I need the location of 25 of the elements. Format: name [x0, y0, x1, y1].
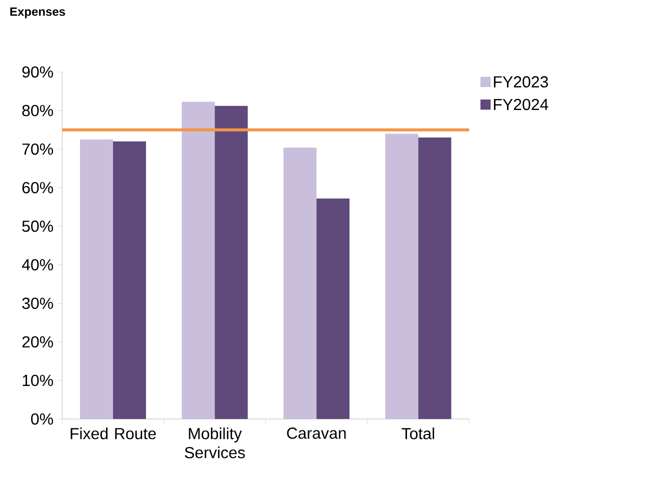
y-tick-label: 50%	[22, 220, 54, 232]
bar	[80, 139, 113, 419]
bar	[418, 138, 452, 419]
y-tick-label: 90%	[22, 66, 54, 78]
y-tick-label: 0%	[31, 413, 54, 425]
bar	[385, 134, 418, 419]
legend-label: FY2023	[494, 76, 548, 88]
x-tick-label: Caravan	[287, 428, 346, 439]
y-tick-label: 80%	[22, 104, 54, 116]
bar	[316, 198, 350, 419]
y-tick-label: 20%	[22, 336, 54, 348]
chart-title: Expenses	[10, 8, 66, 18]
bar	[214, 106, 248, 419]
bar	[113, 141, 146, 419]
x-tick-label: Total	[402, 428, 434, 440]
y-tick-label: 70%	[22, 143, 54, 155]
y-tick-label: 30%	[22, 298, 54, 309]
y-tick-label: 10%	[22, 374, 54, 386]
legend-label: FY2024	[494, 98, 548, 110]
x-tick-label: Fixed Route	[70, 428, 156, 440]
bar	[284, 148, 316, 419]
bar	[182, 102, 215, 419]
y-tick-label: 60%	[22, 182, 54, 194]
y-tick-label: 40%	[22, 259, 54, 270]
x-tick-label: Mobility Services	[184, 428, 245, 458]
